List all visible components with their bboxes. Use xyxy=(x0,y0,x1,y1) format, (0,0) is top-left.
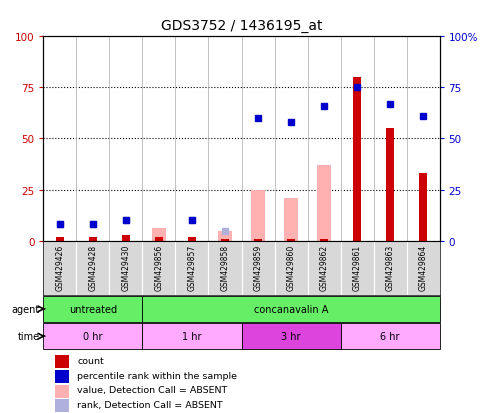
Text: value, Detection Call = ABSENT: value, Detection Call = ABSENT xyxy=(77,385,227,394)
Bar xyxy=(354,78,361,241)
Text: GSM429428: GSM429428 xyxy=(88,244,98,290)
Text: GSM429857: GSM429857 xyxy=(187,244,197,290)
Text: untreated: untreated xyxy=(69,304,117,314)
Bar xyxy=(142,296,440,322)
Bar xyxy=(188,237,196,241)
Bar xyxy=(142,323,242,349)
Bar xyxy=(56,370,69,383)
Bar xyxy=(255,239,262,241)
Text: GSM429862: GSM429862 xyxy=(320,244,328,290)
Bar xyxy=(242,323,341,349)
Text: GSM429864: GSM429864 xyxy=(419,244,427,290)
Bar xyxy=(56,385,69,398)
Bar xyxy=(341,323,440,349)
Text: GSM429863: GSM429863 xyxy=(385,244,395,290)
Bar xyxy=(56,355,69,368)
Text: 6 hr: 6 hr xyxy=(380,331,400,341)
Bar xyxy=(156,237,163,241)
Text: GDS3752 / 1436195_at: GDS3752 / 1436195_at xyxy=(161,19,322,33)
Text: time: time xyxy=(17,331,40,341)
Text: 0 hr: 0 hr xyxy=(83,331,103,341)
Bar xyxy=(386,129,394,241)
Bar xyxy=(57,237,64,241)
Bar xyxy=(320,239,327,241)
Text: 1 hr: 1 hr xyxy=(182,331,202,341)
Bar xyxy=(122,235,129,241)
Bar xyxy=(419,174,426,241)
Text: agent: agent xyxy=(11,304,40,314)
Bar xyxy=(43,323,142,349)
Text: count: count xyxy=(77,356,104,365)
Bar xyxy=(284,198,298,241)
Bar xyxy=(287,239,295,241)
Text: percentile rank within the sample: percentile rank within the sample xyxy=(77,371,237,380)
Text: rank, Detection Call = ABSENT: rank, Detection Call = ABSENT xyxy=(77,400,223,409)
Bar xyxy=(217,231,232,241)
Text: GSM429861: GSM429861 xyxy=(353,244,361,290)
Text: GSM429430: GSM429430 xyxy=(122,244,130,290)
Bar xyxy=(152,229,167,241)
Bar xyxy=(56,399,69,413)
Text: GSM429856: GSM429856 xyxy=(155,244,163,290)
Text: GSM429426: GSM429426 xyxy=(56,244,64,290)
Bar xyxy=(43,296,142,322)
Text: GSM429858: GSM429858 xyxy=(221,244,229,290)
Text: 3 hr: 3 hr xyxy=(281,331,301,341)
Bar xyxy=(251,190,266,241)
Text: GSM429859: GSM429859 xyxy=(254,244,262,290)
Text: concanavalin A: concanavalin A xyxy=(254,304,328,314)
Bar xyxy=(89,237,97,241)
Bar xyxy=(316,166,331,241)
Bar xyxy=(221,239,228,241)
Text: GSM429860: GSM429860 xyxy=(286,244,296,290)
